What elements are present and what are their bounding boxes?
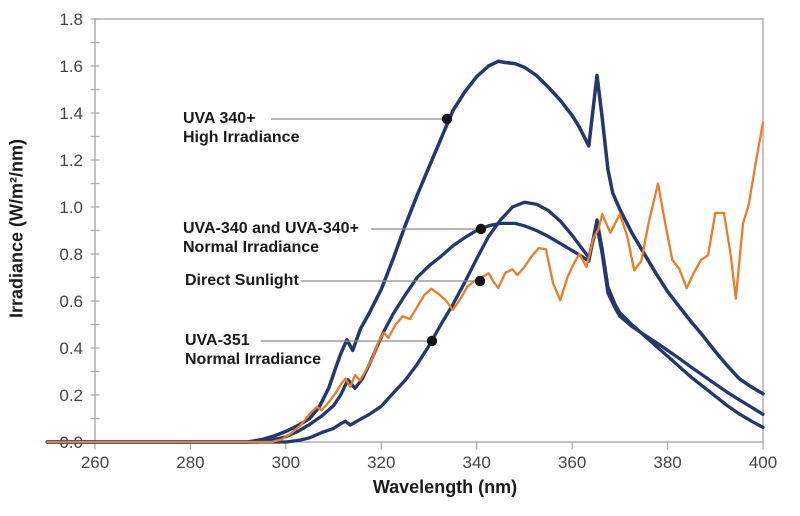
x-axis-title: Wavelength (nm) — [372, 477, 518, 497]
annotation-dot-uva351-normal — [426, 335, 438, 347]
y-tick-label: 1.2 — [59, 151, 83, 170]
annotation-label-line: Normal Irradiance — [183, 239, 320, 256]
x-tick-label: 400 — [749, 453, 777, 472]
annotation-dot-direct-sunlight — [474, 275, 486, 287]
annotation-label-line: Normal Irradiance — [185, 351, 322, 368]
annotation-dot-uva340-normal — [475, 223, 487, 235]
series-line-uva351-normal — [45, 200, 765, 444]
annotation-label-line: UVA 340+ — [183, 110, 256, 127]
x-tick-label: 260 — [81, 453, 109, 472]
annotation-dot-uva340plus-high — [441, 113, 453, 125]
series-line-uva340-normal — [45, 218, 765, 444]
x-tick-label: 380 — [653, 453, 681, 472]
y-tick-label: 1.8 — [59, 10, 83, 29]
y-tick-label: 1.0 — [59, 198, 83, 217]
y-tick-label: 1.4 — [59, 104, 83, 123]
y-tick-label: 0.4 — [59, 339, 83, 358]
y-tick-label: 1.6 — [59, 57, 83, 76]
annotation-label-line: High Irradiance — [183, 129, 300, 146]
annotation-label-direct-sunlight: Direct Sunlight — [185, 271, 299, 290]
annotation-label-uva340plus-high: UVA 340+ High Irradiance — [183, 109, 299, 147]
y-tick-label: 0.2 — [59, 386, 83, 405]
annotation-label-uva351-normal: UVA-351 Normal Irradiance — [185, 331, 321, 369]
series-line-direct-sunlight — [46, 121, 765, 444]
series-line-uva340plus-high — [45, 59, 765, 444]
x-tick-label: 280 — [176, 453, 204, 472]
annotation-label-line: UVA-351 — [185, 332, 250, 349]
y-tick-label: 0.6 — [59, 292, 83, 311]
plot-border — [94, 18, 764, 443]
x-tick-label: 340 — [463, 453, 491, 472]
x-tick-label: 360 — [558, 453, 586, 472]
x-tick-label: 300 — [272, 453, 300, 472]
annotation-label-line: UVA-340 and UVA-340+ — [183, 220, 359, 237]
x-tick-label: 320 — [367, 453, 395, 472]
y-tick-label: 0.8 — [59, 245, 83, 264]
annotation-label-line: Direct Sunlight — [185, 272, 299, 289]
annotation-label-uva340-normal: UVA-340 and UVA-340+ Normal Irradiance — [183, 219, 359, 257]
